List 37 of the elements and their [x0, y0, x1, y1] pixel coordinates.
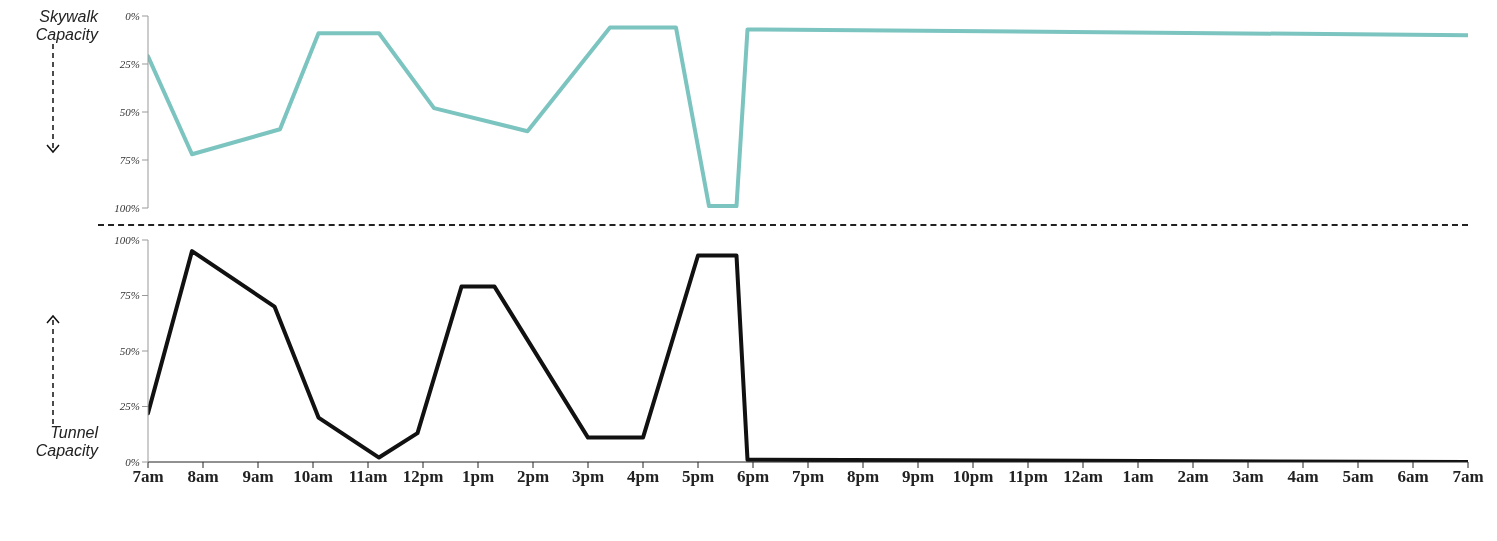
x-tick-label: 12pm	[402, 467, 444, 487]
y-tick-label: 100%	[114, 201, 140, 214]
x-tick-label: 4am	[1287, 467, 1319, 487]
y-tick-label: 25%	[119, 400, 140, 413]
x-tick-label: 5am	[1342, 467, 1374, 487]
y-axis-title: Skywalk Capacity	[34, 8, 98, 44]
x-tick-label: 3am	[1232, 467, 1264, 487]
x-tick-label: 3pm	[571, 467, 605, 487]
x-tick-label: 12am	[1063, 467, 1103, 487]
x-tick-label: 2am	[1177, 467, 1209, 487]
x-tick-label: 9am	[242, 467, 274, 487]
y-tick-label: 50%	[119, 105, 140, 118]
x-tick-label: 7pm	[791, 467, 825, 487]
x-tick-label: 8am	[187, 467, 219, 487]
x-tick-label: 2pm	[516, 467, 550, 487]
x-tick-label: 7am	[1452, 467, 1484, 487]
x-tick-label: 5pm	[681, 467, 715, 487]
x-tick-label: 1pm	[461, 467, 495, 487]
x-tick-label: 8pm	[846, 467, 880, 487]
x-tick-label: 10pm	[952, 467, 994, 487]
x-tick-label: 4pm	[626, 467, 660, 487]
x-tick-label: 6am	[1397, 467, 1429, 487]
y-tick-label: 0%	[125, 455, 140, 468]
x-tick-label: 6pm	[736, 467, 770, 487]
y-tick-label: 50%	[119, 344, 140, 357]
x-tick-label: 1am	[1122, 467, 1154, 487]
x-tick-label: 11am	[348, 467, 388, 487]
x-tick-label: 7am	[132, 467, 164, 487]
y-tick-label: 100%	[114, 233, 140, 246]
y-tick-label: 75%	[119, 289, 140, 302]
y-axis-title: Tunnel Capacity	[34, 424, 98, 460]
y-tick-label: 0%	[125, 9, 140, 22]
x-tick-label: 11pm	[1008, 467, 1048, 487]
y-tick-label: 75%	[119, 153, 140, 166]
x-tick-label: 9pm	[901, 467, 935, 487]
x-tick-label: 10am	[293, 467, 333, 487]
y-tick-label: 25%	[119, 57, 140, 70]
